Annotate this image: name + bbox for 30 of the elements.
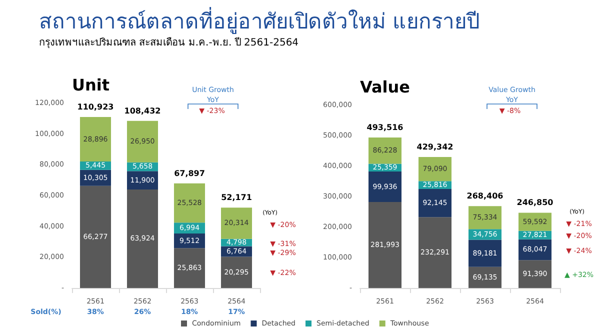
bar xyxy=(418,157,452,182)
bar xyxy=(80,116,112,162)
bar xyxy=(418,217,452,288)
total-label: 493,516 xyxy=(366,122,404,132)
bar xyxy=(418,189,452,218)
bar xyxy=(174,248,206,288)
bar xyxy=(468,240,502,267)
bar xyxy=(368,137,402,164)
total-label: 429,342 xyxy=(416,142,454,152)
bar xyxy=(126,189,158,288)
bar xyxy=(220,208,252,239)
chart-title: สถานการณ์ตลาดที่อยู่อาศัยเปิดตัวใหม่ แยกรายปี xyxy=(39,6,480,34)
bar xyxy=(468,206,502,230)
total-label: 268,406 xyxy=(466,192,504,201)
bar xyxy=(368,202,402,288)
bar xyxy=(174,183,206,223)
total-label: 67,897 xyxy=(174,168,205,178)
chart-subtitle: กรุงเทพฯและปริมณฑล สะสมเดือน ม.ค.-พ.ย. ปี 2561-2564 xyxy=(39,36,299,48)
bar xyxy=(80,186,112,288)
y-axis-title: Value xyxy=(360,78,410,96)
total-label: 108,432 xyxy=(124,106,161,116)
total-label: 110,923 xyxy=(77,102,114,112)
bar xyxy=(126,120,158,162)
bar xyxy=(368,172,402,202)
total-label: 52,171 xyxy=(221,193,252,202)
bar xyxy=(220,256,252,288)
bar xyxy=(518,260,552,288)
bar xyxy=(518,212,552,231)
y-axis-title: Unit xyxy=(72,76,110,94)
total-label: 246,850 xyxy=(516,198,554,208)
